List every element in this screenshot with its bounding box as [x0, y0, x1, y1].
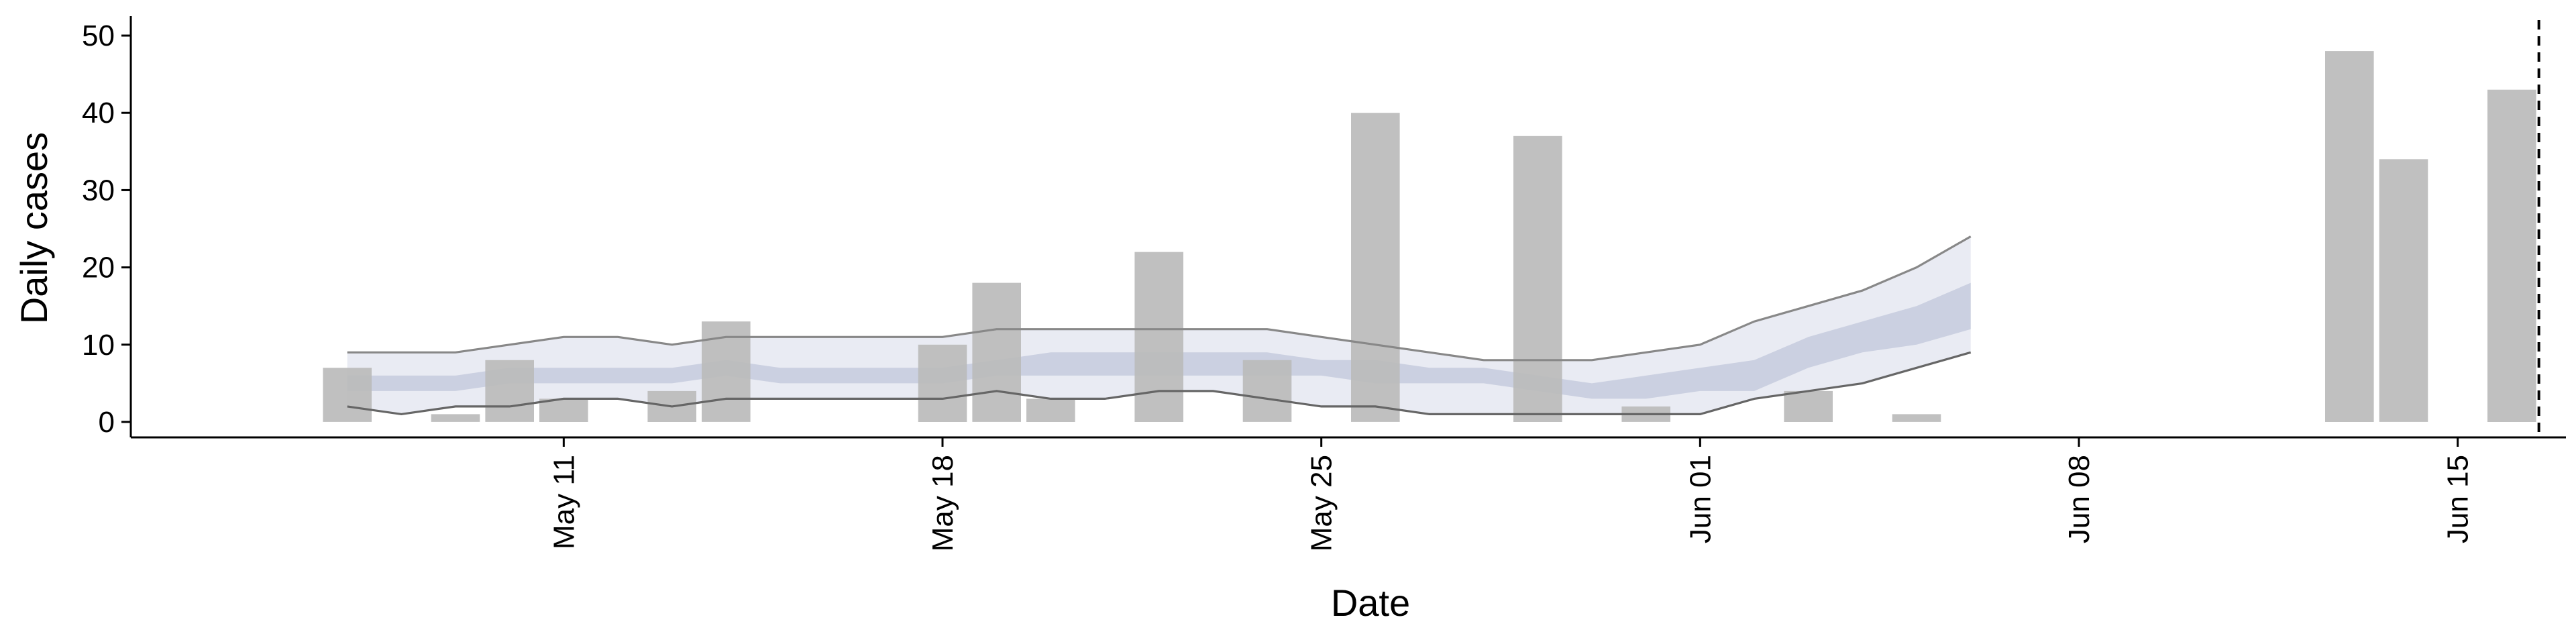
bar-may-18 — [918, 344, 967, 422]
bar-may-11 — [539, 398, 588, 422]
bar-jun-13 — [2325, 51, 2374, 423]
bar-may-24 — [1242, 360, 1292, 422]
bar-jun-05 — [1892, 414, 1941, 422]
y-tick-label-40: 40 — [82, 97, 115, 129]
y-axis-title: Daily cases — [13, 132, 55, 324]
x-tick-label-jun-15: Jun 15 — [2442, 455, 2475, 543]
x-tick-label-may-18: May 18 — [926, 455, 959, 551]
x-tick-label-may-25: May 25 — [1305, 455, 1338, 551]
y-tick-label-0: 0 — [99, 406, 115, 439]
band-50-interval — [347, 282, 1971, 399]
line-90-interval-lower — [347, 351, 1972, 416]
bar-may-29 — [1513, 136, 1562, 423]
x-tick-label-jun-01: Jun 01 — [1684, 455, 1717, 543]
bar-jun-14 — [2379, 159, 2428, 422]
interval-bands — [347, 236, 1971, 415]
x-tick-label-may-11: May 11 — [547, 455, 580, 549]
bar-may-22 — [1134, 252, 1183, 422]
line-90-interval-upper — [347, 235, 1972, 362]
bar-jun-03 — [1784, 390, 1833, 422]
bar-may-09 — [431, 414, 480, 422]
bar-may-10 — [485, 360, 534, 422]
bar-may-07 — [323, 368, 372, 422]
y-tick-label-10: 10 — [82, 329, 115, 362]
y-tick-label-20: 20 — [82, 252, 115, 284]
x-axis-title: Date — [1331, 582, 1410, 624]
y-tick-label-50: 50 — [82, 19, 115, 52]
axes: 0 10 20 30 40 50 May 11 May 18 May 25 Jun 01 Jun 0… — [82, 16, 2566, 551]
bar-may-20 — [1026, 398, 1075, 422]
bar-may-19 — [972, 282, 1021, 422]
y-tick-label-30: 30 — [82, 174, 115, 207]
bar-jun-16 — [2487, 89, 2536, 422]
bar-may-26 — [1351, 113, 1400, 422]
interval-lines — [347, 235, 1972, 416]
x-tick-label-jun-08: Jun 08 — [2063, 455, 2096, 543]
